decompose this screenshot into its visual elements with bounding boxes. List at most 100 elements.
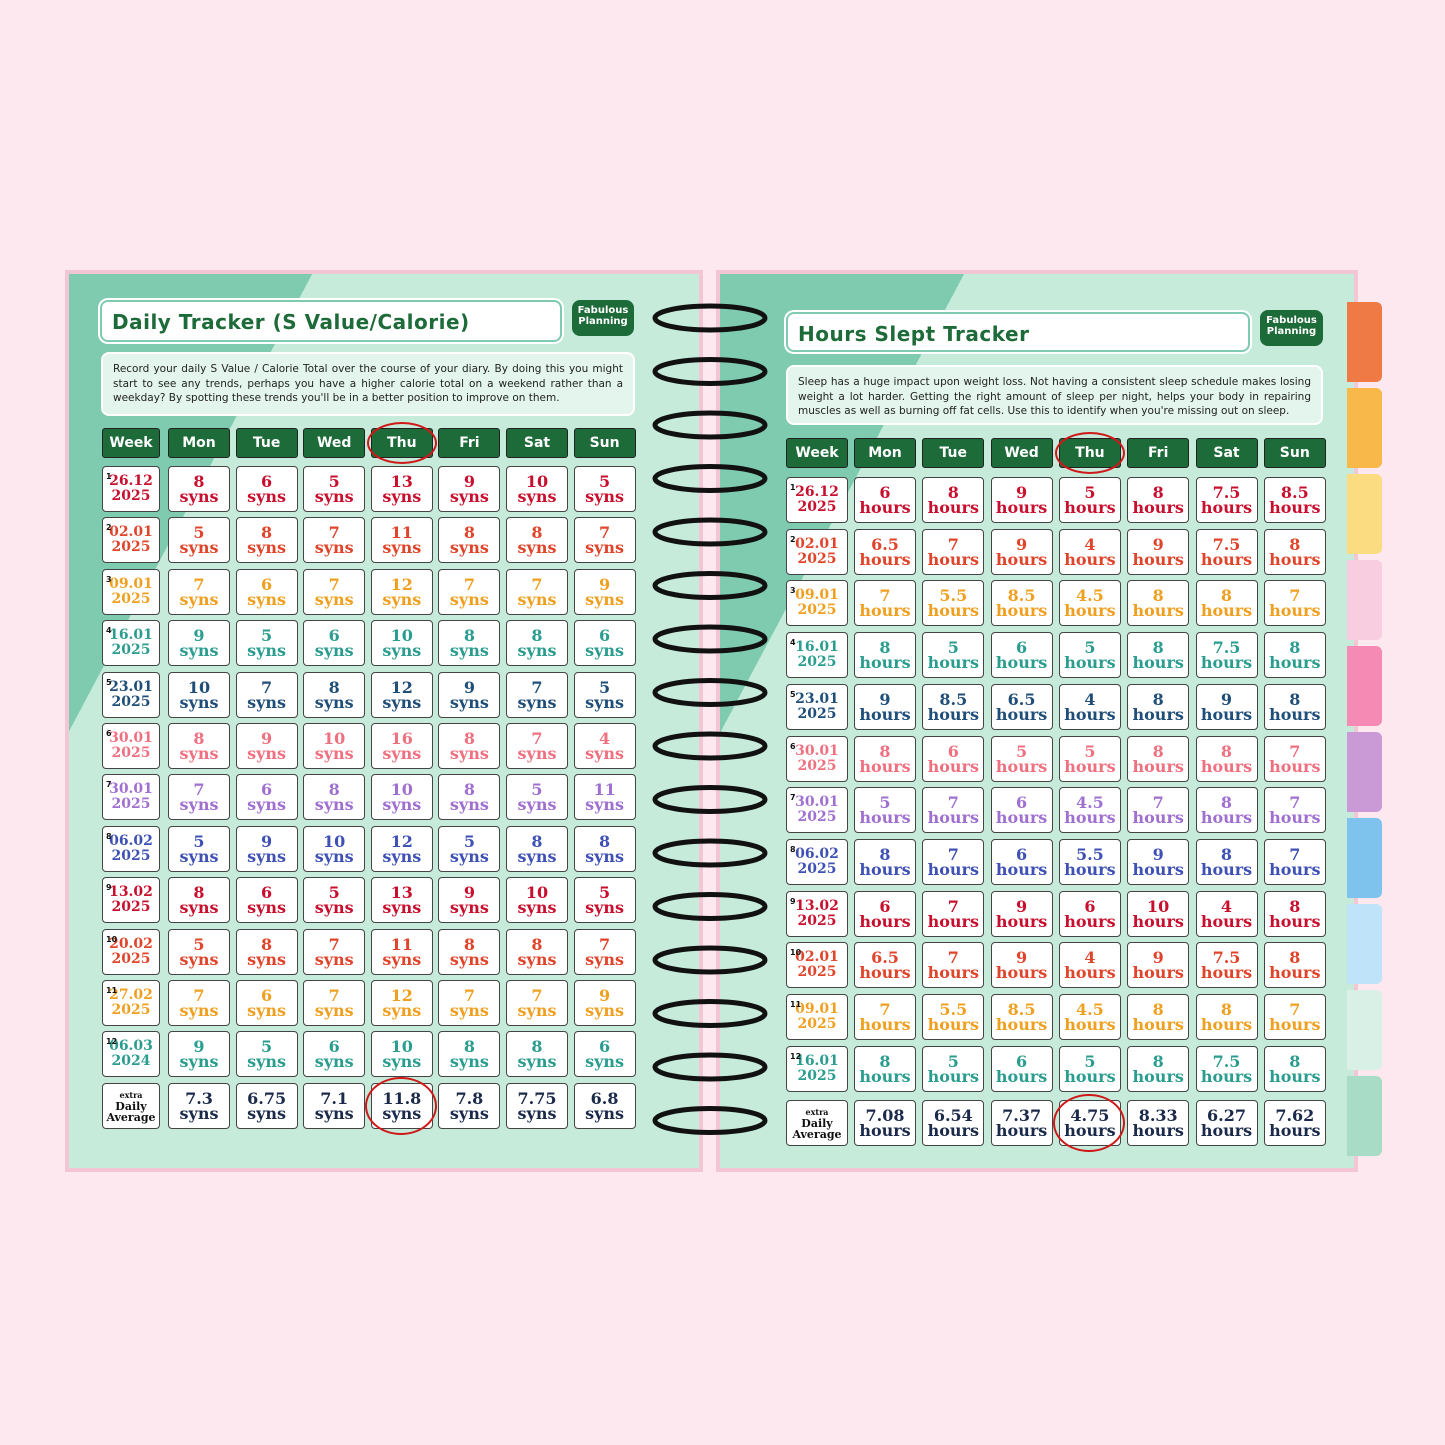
- week-year: 2025: [111, 1002, 151, 1018]
- week-date: 20.02: [109, 935, 153, 952]
- value-cell: 7 hours: [854, 580, 916, 627]
- week-year: 2025: [111, 488, 151, 504]
- week-number: 3: [790, 586, 796, 596]
- value-cell: 8 syns: [235, 928, 298, 975]
- value-cell: 5 syns: [573, 466, 636, 512]
- value-cell: 6 syns: [303, 620, 366, 667]
- value-cell: 7 syns: [438, 568, 501, 615]
- value-cell: 8 hours: [1263, 942, 1326, 989]
- week-year: 2025: [797, 705, 837, 722]
- week-year: 2025: [797, 757, 837, 774]
- week-date: 30.01: [795, 742, 839, 759]
- value-cell: 8 hours: [1263, 890, 1326, 937]
- value-cell: 8.5 hours: [922, 683, 985, 730]
- value-cell: 9 syns: [235, 825, 298, 872]
- value-cell: 9 hours: [1127, 942, 1190, 989]
- spiral-ring: [652, 357, 768, 386]
- week-date: 02.01: [795, 949, 839, 966]
- value-cell: 7 syns: [168, 568, 230, 615]
- value-cell: 8.5 hours: [1263, 477, 1326, 523]
- value-cell: 5 syns: [168, 517, 230, 564]
- week-cell: 1 26.12 2025: [786, 477, 848, 523]
- value-cell: 6 syns: [235, 774, 298, 821]
- value-cell: 5 syns: [235, 1031, 298, 1078]
- value-cell: 6 hours: [854, 890, 916, 937]
- value-cell: 8 hours: [1263, 683, 1326, 730]
- week-date: 23.01: [795, 690, 839, 707]
- value-cell: 7 syns: [303, 928, 366, 975]
- week-date: 09.01: [109, 575, 153, 592]
- circle-mark: [1052, 1094, 1125, 1152]
- value-cell: 9 syns: [573, 980, 636, 1026]
- value-cell: 6 syns: [303, 1031, 366, 1078]
- average-extra: extra: [805, 1106, 829, 1117]
- week-cell: 6 30.01 2025: [102, 723, 160, 769]
- description: Record your daily S Value / Calorie Tota…: [101, 352, 635, 416]
- value-cell: 6 syns: [573, 1031, 636, 1078]
- week-date: 30.01: [795, 794, 839, 811]
- value-cell: 9 hours: [990, 528, 1053, 575]
- value-cell: 4.5 hours: [1058, 580, 1121, 627]
- week-cell: 6 30.01 2025: [786, 735, 848, 782]
- value-cell: 7 hours: [1263, 580, 1326, 627]
- spiral-ring: [652, 785, 768, 814]
- week-year: 2025: [797, 860, 837, 877]
- value-cell: 6 hours: [990, 632, 1053, 679]
- column-header: Week: [102, 428, 160, 458]
- week-date: 26.12: [795, 484, 839, 500]
- value-cell: 7 hours: [1263, 735, 1326, 782]
- value-cell: 7 syns: [303, 568, 366, 615]
- value-cell: 4 hours: [1195, 890, 1258, 937]
- tab: [1347, 302, 1382, 382]
- value-cell: 5.5 hours: [922, 580, 985, 627]
- value-cell: 6.5 hours: [990, 683, 1053, 730]
- week-number: 10: [106, 934, 118, 944]
- value-cell: 6 hours: [990, 838, 1053, 885]
- week-year: 2025: [797, 499, 837, 515]
- value-cell: 8 hours: [922, 477, 985, 523]
- value-cell: 8 syns: [438, 723, 501, 769]
- week-date: 06.02: [109, 832, 153, 849]
- tab: [1347, 904, 1382, 984]
- value-cell: 6 hours: [1058, 890, 1121, 937]
- week-number: 1: [106, 472, 112, 481]
- tab: [1347, 732, 1382, 812]
- value-cell: 9 hours: [990, 477, 1053, 523]
- value-cell: 5.5 hours: [922, 994, 985, 1040]
- week-year: 2025: [797, 1016, 837, 1032]
- tab: [1347, 818, 1382, 898]
- value-cell: 9 hours: [1127, 528, 1190, 575]
- value-cell: 8 hours: [1127, 735, 1190, 782]
- value-cell: 8 hours: [854, 735, 916, 782]
- value-cell: 8 hours: [1127, 683, 1190, 730]
- spiral-ring: [652, 1052, 768, 1082]
- week-cell: 8 06.02 2025: [786, 838, 848, 885]
- week-cell: 7 30.01 2025: [786, 787, 848, 834]
- value-cell: 8 hours: [1195, 735, 1258, 782]
- value-cell: 5 hours: [1058, 632, 1121, 679]
- value-cell: 8 syns: [303, 774, 366, 821]
- value-cell: 8 hours: [1195, 787, 1258, 834]
- week-number: 7: [106, 780, 112, 790]
- week-number: 6: [790, 741, 796, 751]
- value-cell: 6 hours: [854, 477, 916, 523]
- week-date: 16.01: [795, 639, 839, 656]
- week-year: 2025: [111, 693, 151, 710]
- week-cell: 11 27.02 2025: [102, 980, 160, 1026]
- value-cell: 6 syns: [235, 466, 298, 512]
- value-cell: 9 hours: [990, 942, 1053, 989]
- value-cell: 4.5 hours: [1058, 994, 1121, 1040]
- value-cell: 6 hours: [990, 787, 1053, 834]
- value-cell: 12 syns: [370, 671, 433, 718]
- value-cell: 8 syns: [438, 517, 501, 564]
- value-cell: 6 syns: [235, 877, 298, 924]
- average-cell: 8.33 hours: [1127, 1100, 1190, 1146]
- logo: Fabulous Planning: [572, 300, 634, 336]
- week-year: 2025: [111, 539, 151, 556]
- spiral-ring: [652, 892, 768, 921]
- value-cell: 9 hours: [1127, 838, 1190, 885]
- value-cell: 5 hours: [1058, 477, 1121, 523]
- column-header: Sun: [1263, 438, 1326, 468]
- value-cell: 7.5 hours: [1195, 477, 1258, 523]
